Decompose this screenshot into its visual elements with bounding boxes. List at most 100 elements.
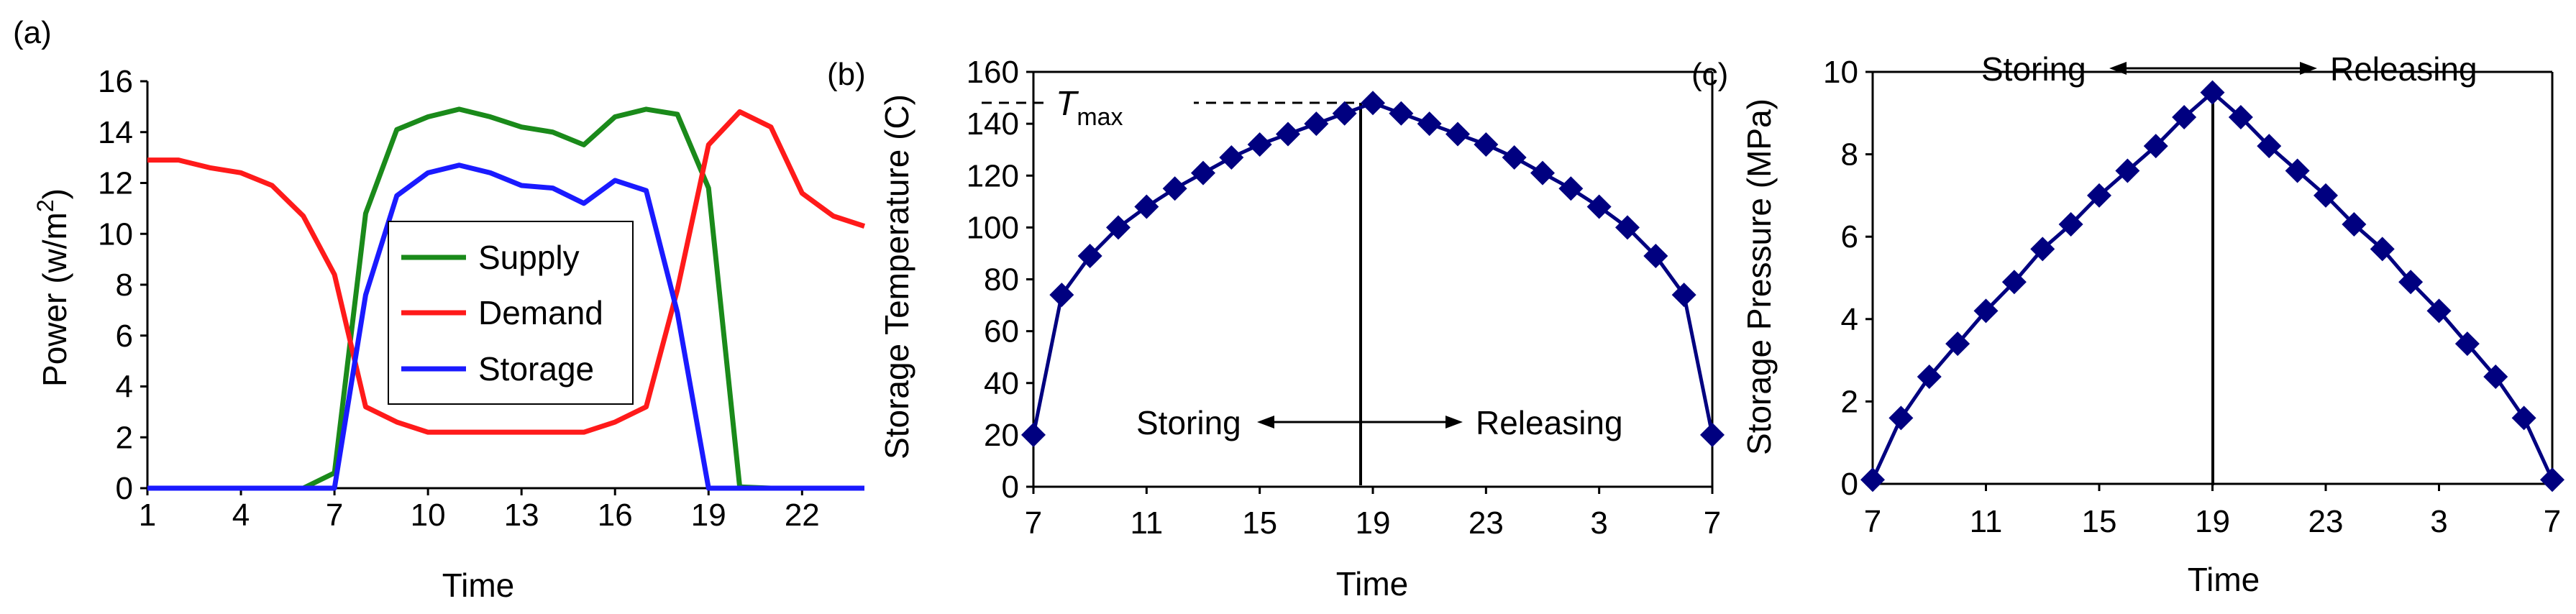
x-tick-label: 13 [504, 498, 539, 533]
arrow-left-head [2109, 62, 2127, 75]
y-tick-label: 10 [98, 216, 133, 252]
data-point [1917, 365, 1942, 390]
tmax-label-bg [1046, 79, 1194, 129]
x-tick-label: 11 [1130, 505, 1163, 541]
data-point [1558, 176, 1584, 201]
y-tick-label: 6 [116, 319, 133, 354]
data-point [1021, 422, 1046, 447]
data-point [1860, 467, 1885, 492]
x-tick-label: 7 [1864, 504, 1881, 539]
series-line [1031, 101, 1714, 436]
x-tick-label: 16 [598, 498, 633, 533]
x-tick-label: 19 [1356, 505, 1391, 541]
panel-c-ylabel: Storage Pressure (MPa) [1740, 98, 1778, 455]
data-point [2370, 237, 2395, 262]
data-point [1077, 244, 1102, 269]
data-point [2058, 212, 2083, 237]
y-tick-label: 6 [1841, 219, 1858, 255]
y-tick-label: 12 [98, 166, 133, 201]
data-point [1134, 194, 1159, 219]
data-point [1615, 215, 1640, 240]
panel-c-annotations: Storing Releasing [1981, 50, 2477, 485]
data-point [2511, 405, 2536, 431]
arrow-right-head [2300, 62, 2317, 75]
legend-label-storage: Storage [478, 350, 594, 388]
y-tick-label: 8 [116, 267, 133, 303]
x-tick-label: 7 [326, 498, 343, 533]
data-point [2540, 467, 2564, 492]
y-tick-label: 80 [984, 262, 1019, 298]
arrow-left-head [1257, 416, 1274, 429]
x-tick-label: 15 [1242, 505, 1277, 541]
panel-b: (b) 0 20 40 60 80 100 120 140 160 7 11 15 19 23 3 7 Tma… [827, 55, 1725, 602]
panel-c-xlabel: Time [2188, 561, 2260, 598]
data-point [2342, 212, 2367, 237]
y-tick-label: 8 [1841, 137, 1858, 173]
data-point [2285, 158, 2310, 183]
data-point [1700, 422, 1725, 447]
y-tick-label: 2 [1841, 384, 1858, 419]
data-point [2172, 105, 2197, 130]
data-point [2143, 134, 2168, 159]
data-point [1417, 111, 1442, 137]
data-point [1191, 160, 1215, 185]
data-point [1247, 132, 1272, 157]
data-point [2257, 134, 2282, 159]
y-tick-label: 140 [967, 106, 1019, 142]
x-tick-label: 23 [2308, 504, 2344, 539]
data-point [1049, 283, 1074, 308]
data-point [1643, 244, 1668, 269]
storing-label: Storing [1981, 50, 2086, 88]
data-point [2030, 237, 2055, 262]
storing-label: Storing [1136, 404, 1241, 441]
releasing-label: Releasing [2330, 50, 2477, 88]
data-point [1973, 298, 1999, 324]
series-line-storage [147, 162, 864, 491]
data-point [1106, 215, 1131, 240]
y-tick-label: 4 [116, 370, 133, 405]
data-point [2483, 365, 2508, 390]
panel-a-legend: Supply Demand Storage [388, 221, 634, 405]
data-point [1389, 101, 1414, 126]
data-point [1332, 101, 1357, 126]
panel-c: (c) 0 2 4 6 8 10 7 11 15 19 23 3 7 Storing Releasing… [1691, 50, 2564, 598]
data-point [1671, 283, 1696, 308]
x-tick-label: 23 [1469, 505, 1504, 541]
data-point [1304, 111, 1329, 137]
x-tick-label: 10 [411, 498, 446, 533]
tmax-label: Tmax [1056, 85, 1123, 131]
data-point [2454, 331, 2480, 357]
y-tick-label: 120 [967, 158, 1019, 193]
x-tick-label: 1 [139, 498, 156, 533]
data-point [1276, 122, 1300, 147]
y-tick-label: 14 [98, 115, 133, 150]
data-point [2115, 158, 2140, 183]
data-point [1219, 145, 1244, 170]
x-tick-label: 15 [2082, 504, 2117, 539]
panel-b-ylabel: Storage Temperature (C) [878, 94, 915, 459]
x-tick-label: 4 [232, 498, 250, 533]
y-tick-label: 160 [967, 55, 1019, 90]
y-tick-label: 0 [1841, 467, 1858, 502]
panel-b-xlabel: Time [1336, 565, 1409, 602]
data-point [1361, 91, 1385, 116]
data-point [1530, 160, 1555, 185]
y-tick-label: 2 [116, 420, 133, 455]
series-line-demand [147, 109, 866, 435]
data-point [1162, 176, 1187, 201]
data-point [1586, 194, 1612, 219]
panel-a-label: (a) [13, 15, 52, 50]
y-tick-label: 4 [1841, 302, 1858, 337]
legend-label-supply: Supply [478, 239, 580, 276]
x-tick-label: 19 [691, 498, 726, 533]
y-tick-label: 100 [967, 210, 1019, 245]
data-point [2200, 80, 2225, 105]
y-tick-label: 0 [116, 471, 133, 506]
y-tick-label: 60 [984, 314, 1019, 349]
arrow-right-head [1445, 416, 1463, 429]
panel-b-label: (b) [827, 57, 866, 92]
x-tick-label: 11 [1970, 504, 2003, 539]
data-point [1445, 122, 1470, 147]
